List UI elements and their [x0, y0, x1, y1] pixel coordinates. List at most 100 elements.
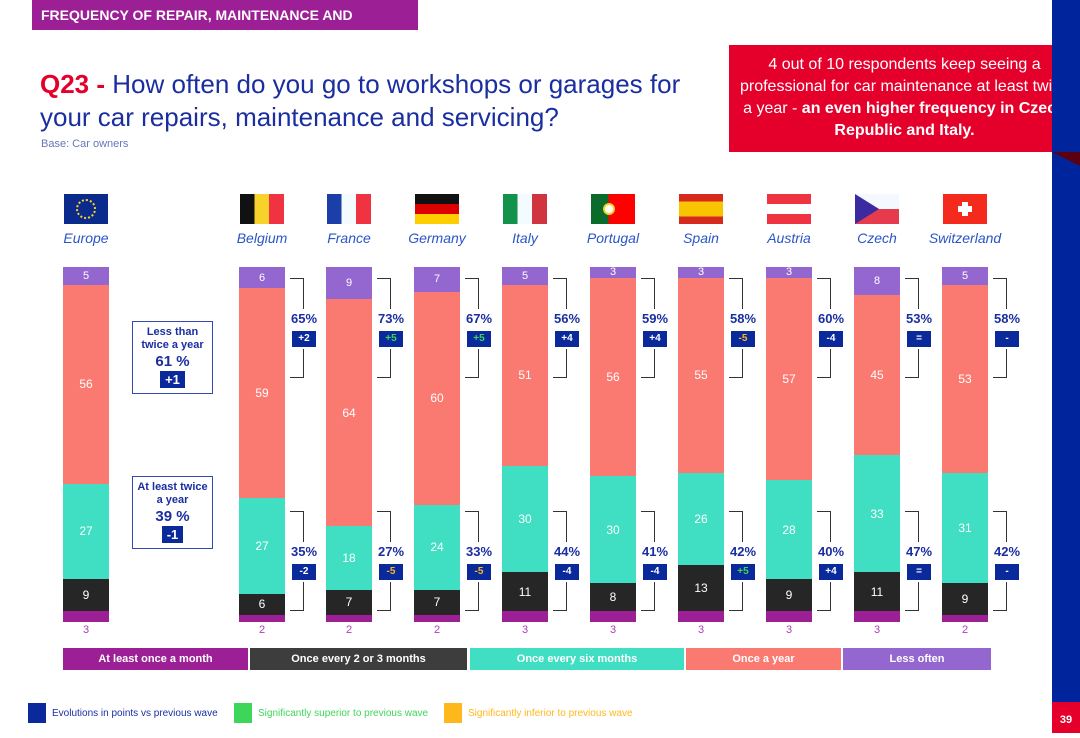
callout-text: 4 out of 10 respondents keep seeing a pr…: [739, 56, 1070, 117]
bar-segment-once-every-six-months: 27: [63, 483, 109, 580]
pct-less-than-twice: 59%: [641, 311, 669, 326]
legend-once-every-2-3-months: Once every 2 or 3 months: [250, 648, 467, 670]
france-flag-icon: [327, 194, 371, 224]
monthly-value-label: 3: [873, 624, 881, 636]
legend-swatch: [444, 703, 462, 723]
side-band: [1052, 0, 1080, 733]
country-label-spain: Spain: [683, 230, 719, 246]
bar-segment-less-often: 9: [326, 267, 372, 299]
base-note: Base: Car owners: [41, 138, 129, 150]
pct-less-than-twice: 56%: [553, 311, 581, 326]
legend-once-a-year: Once a year: [686, 648, 841, 670]
eu-flag-icon: [64, 194, 108, 224]
country-label-austria: Austria: [767, 230, 811, 246]
bar-segment-once-a-year: 51: [502, 284, 548, 466]
country-label-switzerland: Switzerland: [928, 230, 1002, 246]
box-value: 39 %: [155, 508, 190, 525]
monthly-value-label: 2: [345, 624, 353, 636]
evolution-badge: -: [995, 331, 1019, 347]
bar-segment-once-a-year: 53: [942, 284, 988, 473]
pct-at-least-twice: 33%: [465, 544, 493, 559]
legend-at-least-once-a-month: At least once a month: [63, 648, 248, 670]
bar-france: 9 64 18 7: [326, 267, 372, 622]
pct-at-least-twice: 42%: [993, 544, 1021, 559]
evolution-badge: -4: [643, 564, 667, 580]
bar-segment-at-least-once-a-month: [678, 611, 724, 622]
key-finding-callout: 4 out of 10 respondents keep seeing a pr…: [729, 45, 1080, 152]
bar-segment-once-a-year: 59: [239, 288, 285, 498]
country-label-europe: Europe: [63, 230, 109, 246]
bar-segment-once-every-six-months: 18: [326, 526, 372, 591]
evolution-badge: -4: [819, 331, 843, 347]
bar-segment-less-often: 3: [766, 266, 812, 278]
evolution-badge: -4: [555, 564, 579, 580]
evolution-badge: -2: [292, 564, 316, 580]
pct-at-least-twice: 44%: [553, 544, 581, 559]
pct-at-least-twice: 35%: [290, 544, 318, 559]
bar-segment-at-least-once-a-month: [63, 611, 109, 622]
legend-once-every-six-months: Once every six months: [470, 648, 684, 670]
portugal-flag-icon: [591, 194, 635, 224]
bar-germany: 7 60 24 7: [414, 267, 460, 622]
evolution-badge: =: [907, 331, 931, 347]
monthly-value-label: 3: [609, 624, 617, 636]
bar-segment-at-least-once-a-month: [239, 614, 285, 622]
question-title: Q23 - How often do you go to workshops o…: [40, 68, 720, 134]
austria-flag-icon: [767, 194, 811, 224]
country-label-germany: Germany: [408, 230, 466, 246]
callout-corner: [1052, 152, 1080, 166]
bar-segment-once-every-2-or-3-months: 6: [239, 593, 285, 615]
evolution-badge: +2: [292, 331, 316, 347]
europe-at-least-twice-box: At least twice a year 39 % -1: [132, 476, 213, 549]
bar-portugal: 3 56 30 8: [590, 266, 636, 622]
spain-flag-icon: [679, 194, 723, 224]
question-text: How often do you go to workshops or gara…: [40, 69, 681, 132]
pct-less-than-twice: 60%: [817, 311, 845, 326]
bar-europe: 5 56 27 9: [63, 267, 109, 622]
bar-segment-once-every-2-or-3-months: 7: [326, 590, 372, 615]
bar-segment-less-often: 3: [678, 266, 724, 278]
bar-segment-once-every-six-months: 33: [854, 455, 900, 573]
country-label-portugal: Portugal: [586, 230, 640, 246]
bar-segment-once-every-2-or-3-months: 9: [766, 579, 812, 612]
evolution-badge: +4: [555, 331, 579, 347]
country-label-france: France: [327, 230, 371, 246]
box-evolution: +1: [160, 371, 185, 388]
bar-segment-at-least-once-a-month: [414, 614, 460, 622]
pct-less-than-twice: 58%: [993, 311, 1021, 326]
legend-inferior: Significantly inferior to previous wave: [444, 703, 633, 723]
bar-segment-at-least-once-a-month: [326, 614, 372, 622]
bar-segment-at-least-once-a-month: [766, 611, 812, 622]
legend-evolution: Evolutions in points vs previous wave: [28, 703, 218, 723]
bar-segment-at-least-once-a-month: [942, 614, 988, 622]
monthly-value-label: 3: [785, 624, 793, 636]
monthly-value-label: 2: [961, 624, 969, 636]
pct-at-least-twice: 40%: [817, 544, 845, 559]
bar-spain: 3 55 26 13: [678, 266, 724, 622]
evolution-badge: +4: [643, 331, 667, 347]
bar-italy: 5 51 30 11: [502, 267, 548, 622]
evolution-badge: -5: [731, 331, 755, 347]
page-number: 39: [1052, 702, 1080, 733]
legend-swatch: [234, 703, 252, 723]
europe-less-than-twice-box: Less than twice a year 61 % +1: [132, 321, 213, 394]
italy-flag-icon: [503, 194, 547, 224]
evolution-badge: -5: [379, 564, 403, 580]
bar-segment-less-often: 5: [63, 267, 109, 285]
bar-segment-once-a-year: 64: [326, 298, 372, 527]
bar-segment-once-a-year: 56: [590, 277, 636, 477]
bar-belgium: 6 59 27 6: [239, 267, 285, 622]
bar-segment-once-a-year: 55: [678, 277, 724, 473]
pct-less-than-twice: 58%: [729, 311, 757, 326]
evolution-badge: +5: [379, 331, 403, 347]
belgium-flag-icon: [240, 194, 284, 224]
pct-at-least-twice: 27%: [377, 544, 405, 559]
bar-segment-once-every-2-or-3-months: 9: [63, 579, 109, 612]
pct-less-than-twice: 53%: [905, 311, 933, 326]
bar-segment-less-often: 6: [239, 267, 285, 289]
bar-segment-at-least-once-a-month: [502, 611, 548, 622]
legend-label: Evolutions in points vs previous wave: [52, 707, 218, 719]
monthly-value-label: 3: [697, 624, 705, 636]
bar-segment-once-a-year: 56: [63, 284, 109, 484]
pct-at-least-twice: 42%: [729, 544, 757, 559]
